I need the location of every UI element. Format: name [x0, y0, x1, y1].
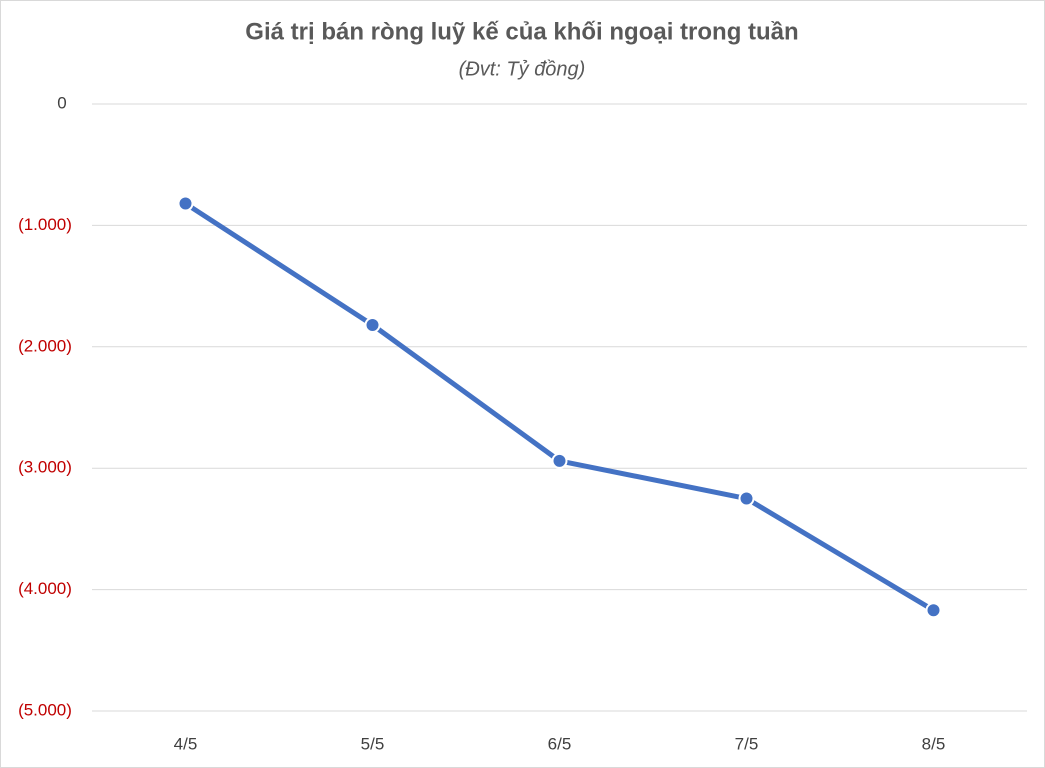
x-tick-label: 6/5 [548, 734, 572, 753]
x-tick-label: 5/5 [361, 734, 385, 753]
y-tick-label: (2.000) [18, 336, 72, 355]
chart-subtitle: (Đvt: Tỷ đồng) [459, 58, 586, 80]
x-tick-label: 4/5 [174, 734, 198, 753]
y-tick-label: 0 [57, 93, 66, 112]
x-tick-label: 7/5 [735, 734, 759, 753]
point-marker [177, 195, 194, 212]
chart-title: Giá trị bán ròng luỹ kế của khối ngoại t… [245, 18, 798, 45]
point-marker [551, 452, 568, 469]
point-marker [364, 316, 381, 333]
y-tick-label: (3.000) [18, 458, 72, 477]
point-marker [738, 490, 755, 507]
y-tick-label: (1.000) [18, 215, 72, 234]
point-marker [925, 602, 942, 619]
x-tick-label: 8/5 [922, 734, 946, 753]
y-tick-label: (4.000) [18, 579, 72, 598]
y-tick-label: (5.000) [18, 700, 72, 719]
